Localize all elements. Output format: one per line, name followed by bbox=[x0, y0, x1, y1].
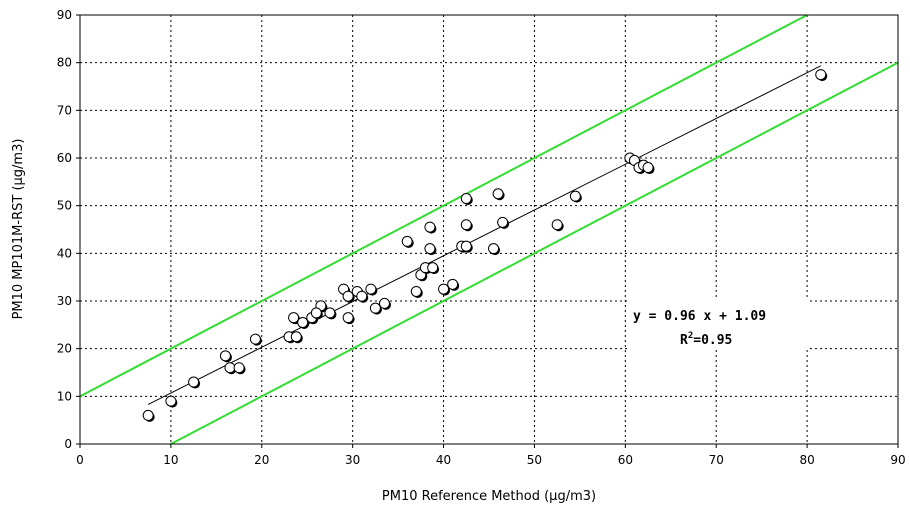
x-tick-label: 70 bbox=[709, 453, 724, 467]
data-point bbox=[642, 162, 655, 175]
data-point bbox=[569, 190, 582, 203]
regression-line-group bbox=[147, 65, 821, 405]
x-tick-label: 20 bbox=[254, 453, 269, 467]
y-axis-label: PM10 MP101M-RST (µg/m3) bbox=[11, 139, 26, 320]
x-tick-label: 80 bbox=[799, 453, 814, 467]
data-point bbox=[356, 290, 369, 303]
y-tick-label: 70 bbox=[57, 103, 72, 117]
x-tick-label: 60 bbox=[618, 453, 633, 467]
x-tick-label: 50 bbox=[527, 453, 542, 467]
y-tick-label: 0 bbox=[64, 437, 72, 451]
data-point bbox=[460, 193, 473, 206]
x-tick-label: 30 bbox=[345, 453, 360, 467]
y-tick-label: 30 bbox=[57, 294, 72, 308]
data-point bbox=[424, 221, 437, 234]
y-tick-label: 80 bbox=[57, 56, 72, 70]
plot-border bbox=[79, 14, 899, 445]
data-point bbox=[142, 409, 155, 422]
band-lines bbox=[80, 15, 898, 444]
data-point bbox=[188, 376, 201, 389]
data-point bbox=[460, 240, 473, 253]
data-point bbox=[290, 331, 303, 344]
y-tick-label: 20 bbox=[57, 342, 72, 356]
data-point bbox=[427, 262, 440, 275]
plot-area bbox=[80, 15, 898, 444]
x-tick-label: 0 bbox=[76, 453, 84, 467]
y-tick-label: 50 bbox=[57, 199, 72, 213]
equation-box bbox=[628, 300, 810, 350]
y-tick-label: 10 bbox=[57, 389, 72, 403]
data-point bbox=[165, 395, 178, 408]
data-point bbox=[492, 188, 505, 201]
data-point bbox=[310, 307, 323, 320]
x-tick-labels: 0 10 20 30 40 50 60 70 80 90 bbox=[76, 444, 906, 467]
y-tick-labels: 0 10 20 30 40 50 60 70 80 90 bbox=[57, 8, 80, 451]
data-point bbox=[365, 283, 378, 296]
y-tick-label: 40 bbox=[57, 246, 72, 260]
data-point bbox=[297, 316, 310, 329]
data-point bbox=[410, 285, 423, 298]
data-point bbox=[447, 278, 460, 291]
data-point bbox=[342, 290, 355, 303]
x-tick-label: 10 bbox=[163, 453, 178, 467]
data-point bbox=[378, 297, 391, 310]
regression-equation: y = 0.96 x + 1.09 bbox=[633, 309, 766, 324]
data-point bbox=[488, 243, 501, 256]
data-point bbox=[324, 307, 337, 320]
data-point bbox=[233, 362, 246, 375]
data-point bbox=[460, 219, 473, 232]
data-point bbox=[815, 69, 828, 82]
data-point bbox=[249, 333, 262, 346]
data-point bbox=[551, 219, 564, 232]
band-line-2 bbox=[168, 61, 898, 444]
data-point bbox=[424, 243, 437, 256]
y-tick-label: 90 bbox=[57, 8, 72, 22]
regression-line bbox=[147, 65, 821, 405]
x-tick-label: 40 bbox=[436, 453, 451, 467]
data-point bbox=[401, 235, 414, 248]
data-point bbox=[497, 216, 510, 229]
r-squared: R2=0.95 bbox=[680, 331, 732, 348]
data-points bbox=[142, 69, 828, 422]
data-point bbox=[438, 283, 451, 296]
x-axis-label: PM10 Reference Method (µg/m3) bbox=[382, 489, 596, 504]
y-tick-label: 60 bbox=[57, 151, 72, 165]
data-point bbox=[219, 350, 232, 363]
data-point bbox=[369, 302, 382, 315]
band-line-1 bbox=[80, 15, 810, 398]
data-point bbox=[342, 312, 355, 325]
x-tick-label: 90 bbox=[890, 453, 905, 467]
